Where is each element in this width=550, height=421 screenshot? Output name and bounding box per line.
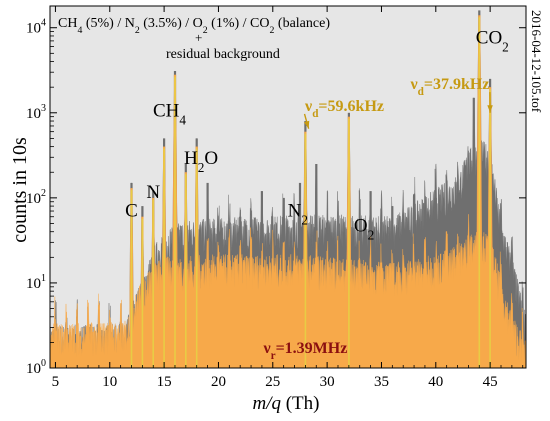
highlight-peak — [142, 219, 144, 368]
highlight-peak — [196, 149, 198, 369]
highlight-peak — [348, 119, 350, 368]
x-tick-label: 30 — [320, 374, 335, 390]
x-axis-label-italic: m/q — [252, 393, 281, 414]
x-tick-label: 10 — [102, 374, 117, 390]
x-axis-label-unit: (Th) — [281, 393, 320, 414]
x-tick-label: 5 — [52, 374, 60, 390]
x-axis-label: m/q (Th) — [252, 393, 319, 414]
y-tick-label: 104 — [26, 18, 46, 37]
chart-title-line2: residual background — [166, 47, 280, 62]
chart-title-plus: + — [195, 30, 202, 45]
highlight-peak — [163, 149, 165, 369]
y-axis-label: counts in 10s — [9, 137, 31, 243]
x-tick-label: 45 — [483, 374, 498, 390]
peak-label: N — [146, 182, 160, 203]
x-tick-label: 35 — [374, 374, 389, 390]
highlight-peak — [152, 200, 154, 368]
y-tick-label: 100 — [26, 358, 46, 377]
highlight-peak — [305, 134, 307, 368]
x-tick-label: 25 — [265, 374, 280, 390]
highlight-peak — [479, 17, 481, 368]
x-tick-label: 20 — [211, 374, 226, 390]
highlight-peak — [489, 89, 491, 368]
y-tick-label: 103 — [26, 103, 46, 122]
file-label: 2016-04-12-105.tof — [529, 10, 544, 113]
highlight-peak — [185, 174, 187, 368]
x-tick-label: 15 — [157, 374, 172, 390]
x-tick-label: 40 — [428, 374, 443, 390]
peak-label: C — [125, 201, 138, 222]
y-tick-label: 101 — [26, 273, 46, 292]
